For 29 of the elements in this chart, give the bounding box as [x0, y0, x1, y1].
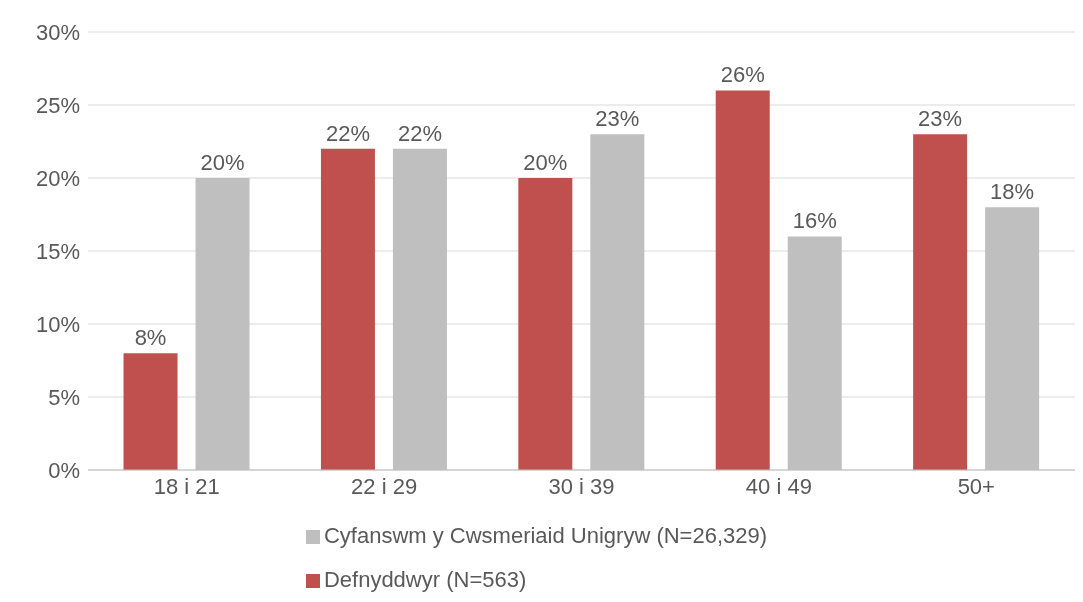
data-label: 26%: [720, 62, 765, 88]
x-tick-label: 50+: [957, 473, 995, 499]
legend-label: Defnyddwyr (N=563): [323, 567, 527, 592]
y-tick-label: 5%: [48, 384, 80, 410]
y-tick-label: 0%: [48, 457, 80, 483]
data-label: 23%: [918, 106, 963, 132]
data-label: 22%: [397, 120, 442, 146]
bar: [518, 178, 573, 470]
x-tick-label: 18 i 21: [153, 473, 220, 499]
data-label: 18%: [990, 179, 1035, 205]
bar: [123, 353, 178, 470]
x-tick-label: 40 i 49: [745, 473, 812, 499]
bar: [715, 90, 770, 470]
y-tick-label: 25%: [35, 92, 80, 118]
bar: [913, 134, 968, 470]
data-label: 20%: [200, 150, 245, 175]
data-label: 23%: [595, 106, 640, 132]
data-label: 20%: [523, 150, 568, 175]
data-label: 22%: [325, 120, 370, 146]
y-tick-label: 30%: [35, 19, 80, 45]
y-tick-label: 15%: [35, 238, 80, 264]
x-tick-label: 30 i 39: [548, 473, 615, 499]
data-label: 16%: [792, 208, 837, 234]
data-label: 8%: [134, 325, 167, 351]
legend-label: Cyfanswm y Cwsmeriaid Unigryw (N=26,329): [323, 523, 768, 548]
x-tick-label: 22 i 29: [351, 473, 418, 499]
y-tick-label: 20%: [35, 165, 80, 191]
bar: [320, 148, 375, 470]
y-tick-label: 10%: [35, 311, 80, 337]
